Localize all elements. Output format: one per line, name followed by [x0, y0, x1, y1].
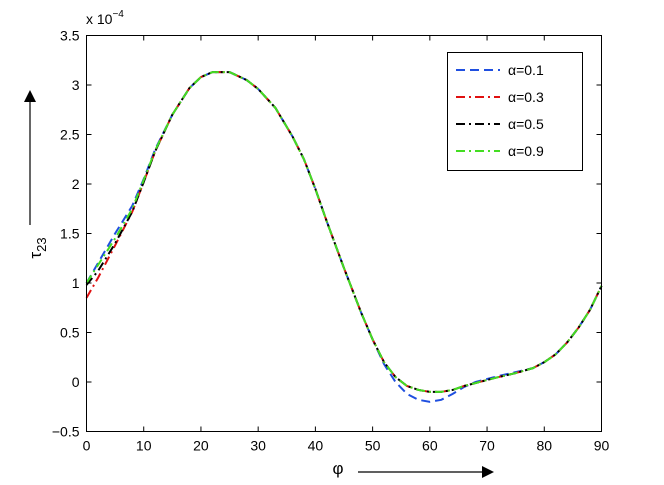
- series-layer: [85, 71, 603, 403]
- legend-label: α=0.5: [508, 116, 544, 132]
- y-tick-label: 1: [72, 275, 80, 291]
- y-tick-label: 0: [72, 374, 80, 390]
- y-tick-label: 3: [72, 77, 80, 93]
- y-multiplier-exponent: −4: [112, 9, 124, 20]
- legend: α=0.1 α=0.3 α=0.5 α=0.9: [447, 52, 583, 171]
- x-tick-label: 0: [83, 438, 91, 454]
- x-axis-label: φ: [332, 459, 343, 478]
- y-axis-label: τ23: [26, 237, 49, 258]
- y-tick-label: 2.5: [60, 127, 80, 143]
- x-tick-label: 60: [422, 438, 438, 454]
- x-tick-label: 80: [536, 438, 552, 454]
- legend-label: α=0.1: [508, 62, 544, 78]
- x-tick-label: 70: [479, 438, 495, 454]
- svg-text:τ23: τ23: [26, 237, 49, 258]
- y-tick-label: 0.5: [60, 325, 80, 341]
- y-ticks: −0.5 0 0.5 1 1.5 2 2.5 3 3.5: [52, 28, 602, 440]
- x-tick-label: 50: [365, 438, 381, 454]
- y-tick-label: 2: [72, 176, 80, 192]
- x-ticks: 0 10 20 30 40 50 60 70 80 90: [83, 35, 610, 454]
- y-axis-label-main: τ: [26, 252, 45, 259]
- y-multiplier-base: x 10: [86, 11, 113, 27]
- legend-label: α=0.3: [508, 89, 544, 105]
- y-multiplier: x 10−4: [86, 9, 124, 27]
- y-tick-label: −0.5: [52, 424, 80, 440]
- legend-label: α=0.9: [508, 143, 544, 159]
- x-tick-label: 30: [250, 438, 266, 454]
- x-tick-label: 10: [136, 438, 152, 454]
- y-tick-label: 1.5: [60, 226, 80, 242]
- x-tick-label: 20: [193, 438, 209, 454]
- y-tick-label: 3.5: [60, 28, 80, 44]
- x-tick-label: 40: [308, 438, 324, 454]
- legend-items: α=0.1 α=0.3 α=0.5 α=0.9: [456, 62, 544, 159]
- x-tick-label: 90: [594, 438, 610, 454]
- y-axis-label-subscript: 23: [34, 237, 49, 251]
- series-line-2: [85, 71, 603, 393]
